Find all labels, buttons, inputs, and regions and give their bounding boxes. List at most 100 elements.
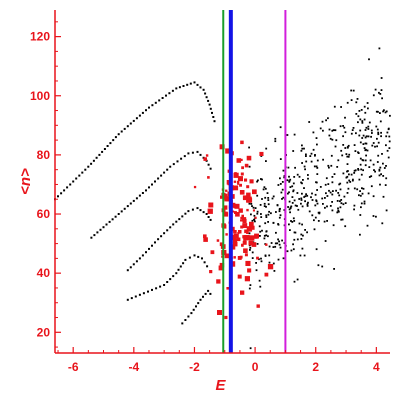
data-point	[278, 210, 281, 213]
data-point	[264, 222, 267, 225]
data-point	[281, 239, 283, 242]
x-tick-label: 0	[252, 360, 259, 374]
curve-point	[126, 205, 129, 208]
curve-point	[163, 284, 166, 286]
data-point	[294, 166, 296, 169]
data-point	[367, 107, 369, 110]
data-point	[377, 131, 380, 134]
data-point	[263, 237, 266, 240]
red-data-point	[237, 182, 240, 185]
data-point	[346, 146, 349, 148]
data-point	[303, 254, 306, 257]
curve-point	[154, 241, 156, 244]
data-point	[321, 265, 324, 268]
data-point	[330, 164, 333, 167]
data-point	[270, 212, 272, 215]
data-point	[365, 135, 368, 138]
data-point	[355, 132, 357, 135]
data-point	[289, 178, 292, 181]
data-point	[260, 213, 262, 215]
y-tick-label: 60	[37, 207, 51, 221]
data-point	[249, 347, 252, 350]
data-point	[350, 132, 353, 135]
red-data-point	[223, 205, 228, 210]
data-point	[261, 229, 263, 232]
data-point	[282, 257, 285, 260]
red-data-point	[236, 158, 242, 163]
data-point	[331, 129, 334, 132]
data-point	[361, 120, 364, 122]
curve-point	[211, 111, 213, 114]
curve-point	[179, 265, 182, 268]
data-point	[347, 155, 350, 158]
data-point	[300, 197, 303, 200]
data-point	[358, 110, 361, 112]
curve-point	[134, 295, 137, 298]
data-point	[250, 203, 253, 205]
data-point	[330, 154, 333, 157]
data-point	[365, 126, 368, 129]
curve-point	[163, 171, 166, 174]
curve-point	[205, 96, 208, 99]
data-point	[346, 155, 349, 158]
data-point	[268, 245, 271, 248]
data-point	[273, 270, 276, 272]
data-point	[315, 165, 318, 168]
red-data-point	[237, 274, 242, 279]
data-point	[379, 93, 382, 95]
curve-point	[117, 213, 120, 215]
data-point	[371, 132, 373, 134]
data-point	[377, 133, 380, 136]
curve-point	[138, 293, 141, 296]
data-point	[350, 173, 353, 176]
data-point	[312, 131, 315, 134]
y-tick-label: 40	[37, 266, 51, 280]
curve-point	[181, 322, 184, 325]
data-point	[319, 127, 322, 130]
red-data-point	[233, 256, 236, 259]
data-point	[298, 198, 301, 200]
data-point	[332, 129, 335, 131]
data-point	[340, 199, 343, 201]
data-point	[272, 221, 275, 224]
data-point	[275, 231, 277, 234]
data-point	[259, 204, 262, 206]
data-point	[368, 166, 371, 168]
data-point	[304, 168, 306, 171]
axes	[54, 10, 390, 354]
data-point	[289, 229, 291, 231]
data-point	[374, 88, 377, 91]
data-point	[314, 204, 317, 207]
data-point	[326, 205, 328, 208]
data-point	[328, 134, 331, 137]
data-point	[288, 180, 291, 183]
data-point	[329, 191, 332, 194]
data-point	[253, 214, 256, 217]
data-point	[327, 183, 330, 185]
data-point	[367, 192, 370, 195]
data-point	[254, 207, 257, 209]
data-point	[357, 169, 360, 171]
curve-point	[178, 218, 181, 221]
data-point	[374, 145, 376, 148]
data-point	[379, 112, 381, 114]
data-point	[305, 155, 307, 157]
data-point	[342, 125, 344, 127]
curve-point	[172, 223, 175, 226]
data-point	[378, 174, 381, 177]
data-point	[386, 149, 389, 152]
data-point	[313, 228, 316, 231]
data-point	[315, 199, 318, 202]
data-point	[310, 152, 313, 155]
red-data-point	[233, 185, 239, 191]
data-point	[363, 147, 366, 149]
data-point	[331, 201, 333, 203]
curve-point	[129, 122, 132, 125]
data-point	[282, 196, 285, 199]
red-data-point	[218, 265, 224, 271]
data-point	[388, 147, 391, 149]
data-point	[328, 128, 331, 131]
data-point	[351, 129, 354, 131]
data-point	[286, 179, 289, 182]
